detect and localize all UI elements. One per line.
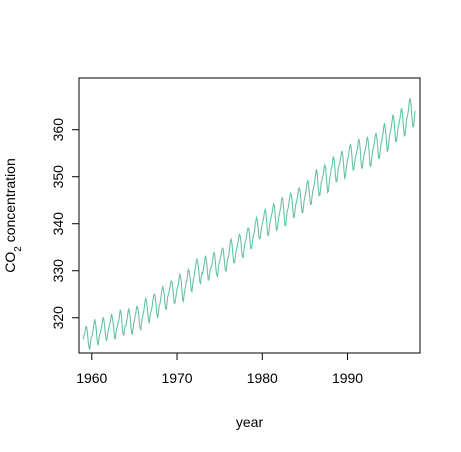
y-axis-title-subscript: 2 [13,246,24,252]
y-tick-label: 350 [50,165,66,189]
y-tick-label: 360 [50,118,66,142]
y-axis: 320 330 340 350 360 [50,118,80,330]
y-tick-label: 340 [50,212,66,236]
x-tick-label: 1990 [332,370,363,386]
y-axis-title: CO2 concentration [2,158,24,273]
y-tick-label: 330 [50,259,66,283]
x-axis: 1960 1970 1980 1990 [76,352,363,386]
x-tick-label: 1970 [161,370,192,386]
x-tick-label: 1960 [76,370,107,386]
x-axis-title: year [236,414,264,430]
plot-frame [78,77,421,354]
y-tick-label: 320 [50,306,66,330]
y-axis-title-main: CO [2,252,18,273]
co2-series-line [82,98,416,350]
x-tick-label: 1980 [247,370,278,386]
y-axis-title-rest: concentration [2,158,18,246]
